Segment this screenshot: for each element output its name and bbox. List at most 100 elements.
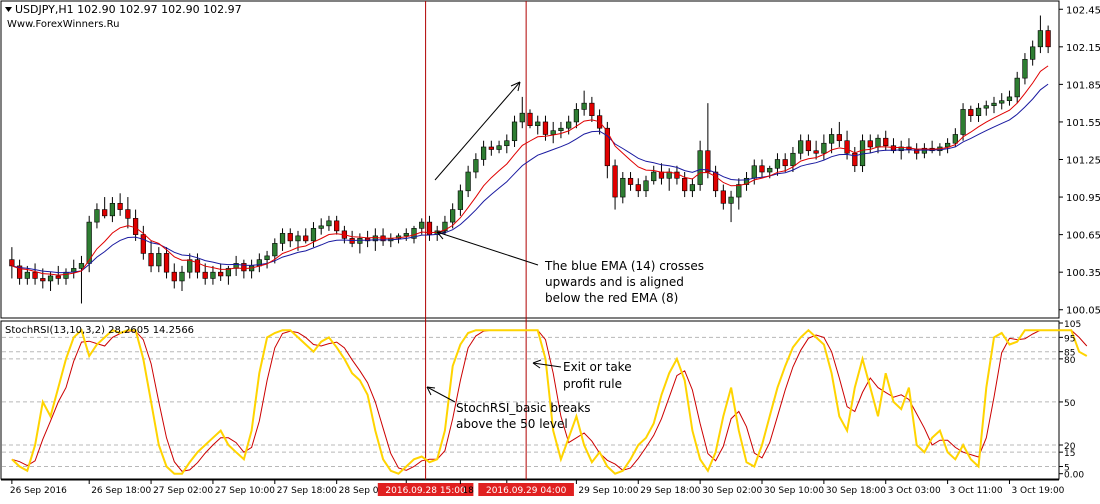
candle (991, 96, 997, 114)
candle (279, 228, 286, 251)
candle (952, 128, 958, 147)
highlight-date-label: 2016.09.28 15:00 (385, 486, 466, 496)
candle (210, 265, 216, 285)
stoch-tick-label: 15 (1064, 449, 1075, 459)
candle (983, 100, 989, 116)
candle (334, 215, 340, 235)
x-tick-label: 26 Sep 2016 (10, 486, 67, 496)
stoch-tick-label: 105 (1064, 320, 1081, 330)
stoch-tick-label: 85 (1064, 349, 1075, 359)
candle (1014, 71, 1020, 104)
ema-cross-note: The blue EMA (14) crosses upwards and is… (544, 259, 704, 305)
price-tick-label: 100.05 (1066, 306, 1100, 317)
candle (488, 140, 494, 156)
exit-rule-note-line-1: Exit or take (563, 360, 632, 374)
candle (689, 178, 696, 198)
candle (550, 121, 556, 144)
candle (558, 121, 564, 139)
x-tick-label: 18 (462, 486, 474, 496)
candle (40, 268, 46, 289)
candle (975, 103, 982, 122)
candle (171, 263, 177, 289)
stoch-tick-label: 95 (1064, 334, 1075, 344)
candle (519, 96, 525, 129)
candle (589, 96, 595, 122)
candle (805, 134, 812, 156)
candle (148, 240, 154, 273)
ema-cross-note-line-2: upwards and is aligned (545, 275, 684, 289)
x-tick-label: 30 Sep 18:00 (826, 486, 886, 496)
candle (202, 263, 208, 285)
x-tick-label: 29 Sep 10:00 (578, 486, 638, 496)
candle (78, 255, 85, 304)
candle (728, 190, 734, 223)
candle (94, 203, 100, 229)
x-tick-label: 27 Sep 10:00 (215, 486, 275, 496)
candle (720, 184, 726, 210)
candle (310, 222, 317, 248)
candle (960, 103, 966, 141)
candle (132, 209, 139, 241)
candle (264, 250, 270, 269)
x-tick-label: 29 Sep 18:00 (640, 486, 700, 496)
candle (867, 134, 873, 154)
trend-arrowhead (510, 81, 521, 92)
stoch-pointer-arrow (426, 386, 456, 403)
cross-pointer-arrow (436, 231, 539, 266)
candle (1037, 15, 1044, 54)
trend-arrow (434, 81, 521, 181)
exit-rule-note: Exit or take profit rule (563, 360, 632, 391)
candle (86, 215, 92, 273)
stoch-tick-label: 5 (1064, 464, 1070, 474)
candle (218, 263, 224, 281)
x-tick-label: 3 Oct 03:00 (888, 486, 941, 496)
candle (496, 140, 502, 154)
candle (326, 215, 332, 231)
stoch-tick-label: 0.00 (1064, 471, 1084, 481)
indicator-pane-frame (0, 320, 1060, 480)
candle (813, 140, 819, 160)
stochrsi-signal-line (11, 329, 1088, 472)
candle (921, 143, 928, 159)
watermark: Www.ForexWinners.Ru (7, 19, 119, 30)
price-tick-label: 101.55 (1066, 118, 1100, 129)
candle (535, 115, 541, 135)
candle (643, 175, 649, 198)
ema-cross-note-line-1: The blue EMA (14) crosses (544, 259, 704, 273)
candle (179, 265, 185, 291)
stoch-break-note: StochRSI_basic breaks above the 50 level (456, 401, 591, 431)
candle (16, 259, 23, 285)
stoch-break-note-line-1: StochRSI_basic breaks (456, 401, 591, 415)
ema-cross-note-line-3: below the red EMA (8) (545, 291, 678, 305)
candle (581, 90, 587, 116)
price-tick-label: 100.95 (1066, 193, 1100, 204)
candle (457, 184, 464, 216)
candle (828, 128, 835, 154)
cross-pointer-arrowhead (436, 231, 446, 240)
candle (612, 159, 618, 210)
candle (573, 103, 580, 129)
candle (9, 247, 15, 279)
candle (140, 225, 146, 260)
candle (798, 134, 804, 160)
exit-pointer-arrow (532, 362, 562, 368)
symbol-line: USDJPY,H1 102.90 102.97 102.90 102.97 (15, 3, 242, 16)
candle (32, 263, 38, 285)
candle (651, 165, 657, 185)
highlight-date-badge (377, 483, 474, 496)
candle (743, 172, 750, 191)
dropdown-triangle-icon[interactable] (5, 7, 12, 12)
candle (450, 203, 456, 229)
candle (511, 115, 518, 147)
candle (47, 272, 54, 291)
price-tick-label: 102.45 (1066, 5, 1100, 16)
candle (465, 165, 471, 198)
stoch-tick-label: 20 (1064, 442, 1076, 452)
candle (318, 218, 324, 235)
candle (790, 146, 796, 173)
x-tick-label: 3 Oct 11:00 (950, 486, 1003, 496)
candle (287, 228, 293, 248)
